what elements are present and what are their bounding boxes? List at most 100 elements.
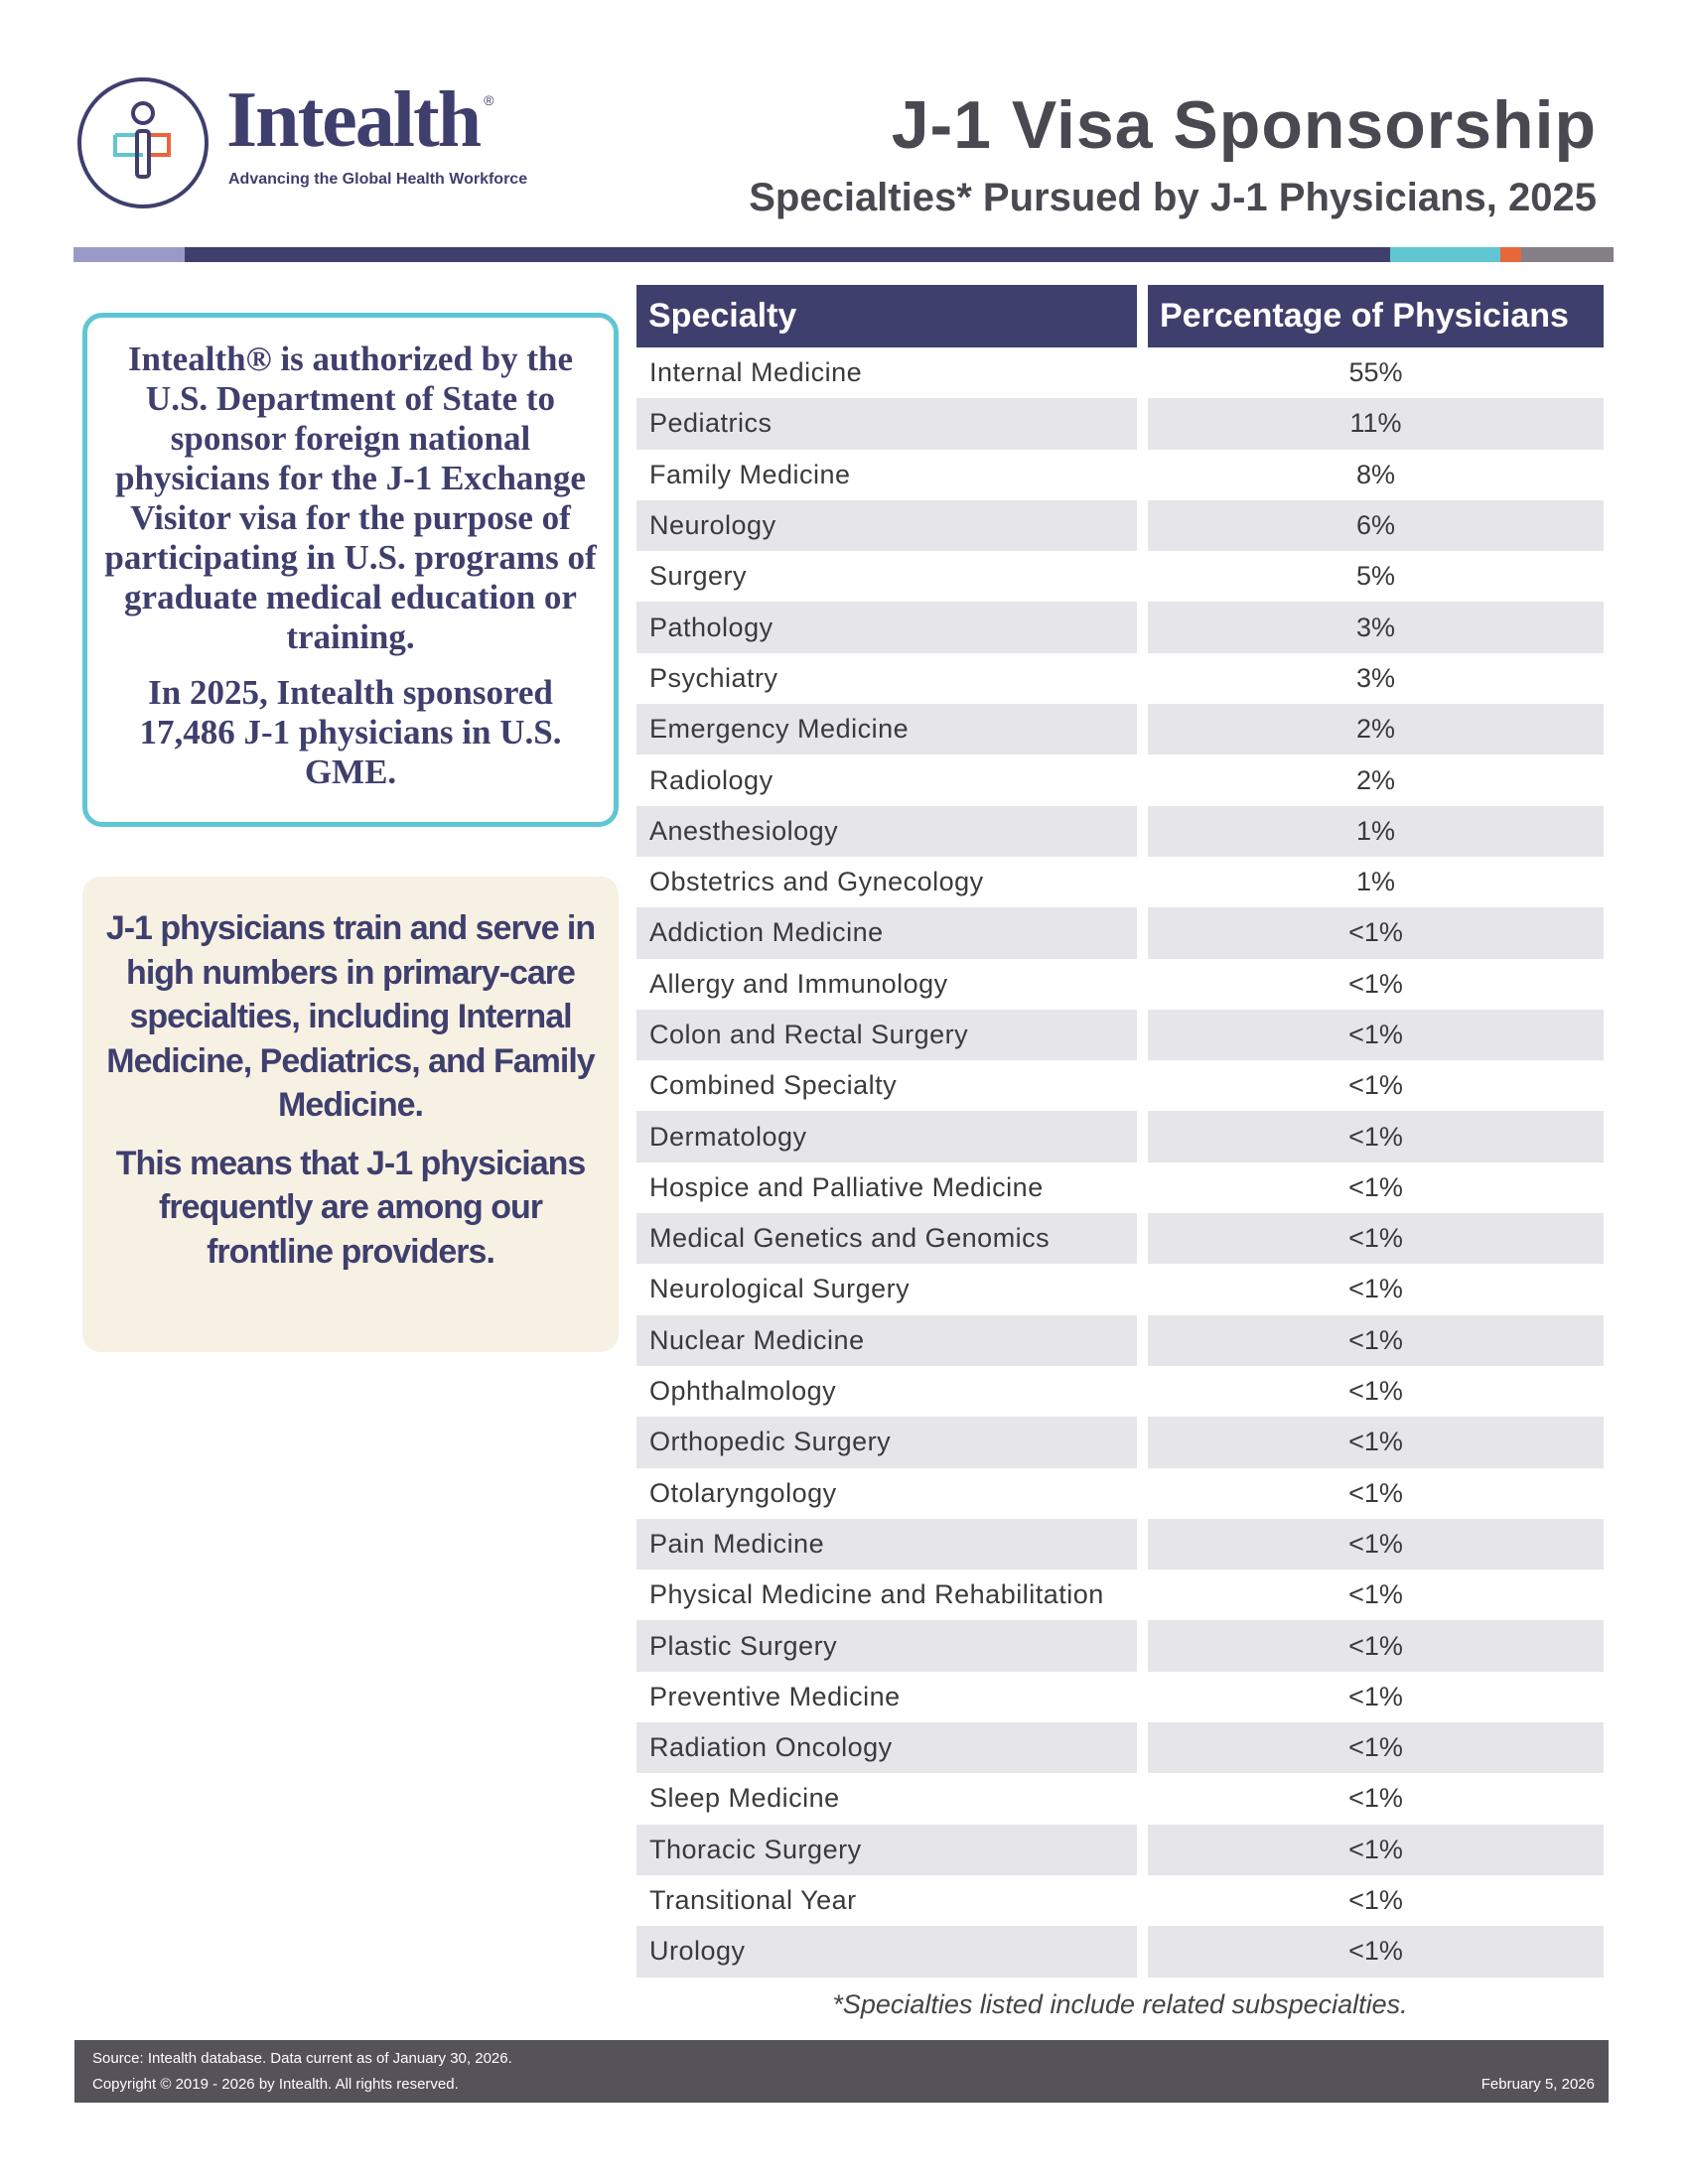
percentage-cell: <1% bbox=[1348, 1376, 1403, 1407]
percentage-cell: 11% bbox=[1148, 398, 1604, 450]
specialty-cell: Addiction Medicine bbox=[636, 907, 1137, 959]
specialty-cell: Allergy and Immunology bbox=[649, 968, 948, 999]
table-row: Otolaryngology <1% bbox=[636, 1468, 1604, 1519]
percentage-cell: <1% bbox=[1348, 1783, 1403, 1814]
table-row: Surgery 5% bbox=[636, 551, 1604, 602]
percentage-cell: 2% bbox=[1148, 704, 1604, 755]
table-row: Orthopedic Surgery <1% bbox=[636, 1417, 1604, 1468]
table-row: Combined Specialty <1% bbox=[636, 1060, 1604, 1111]
specialty-cell: Sleep Medicine bbox=[649, 1783, 840, 1814]
divider-bar-cyan bbox=[1390, 247, 1500, 262]
table-row: Addiction Medicine <1% bbox=[636, 907, 1604, 959]
table-row: Anesthesiology 1% bbox=[636, 805, 1604, 857]
percentage-cell: <1% bbox=[1348, 1477, 1403, 1508]
table-row: Radiology 2% bbox=[636, 754, 1604, 805]
percentage-cell: <1% bbox=[1148, 1314, 1604, 1366]
table-row: Family Medicine 8% bbox=[636, 450, 1604, 500]
footer: Source: Intealth database. Data current … bbox=[74, 2040, 1609, 2103]
specialty-cell: Urology bbox=[636, 1926, 1137, 1978]
info-paragraph: In 2025, Intealth sponsored 17,486 J-1 p… bbox=[139, 673, 562, 791]
page-subtitle: Specialties* Pursued by J-1 Physicians, … bbox=[749, 176, 1597, 219]
specialty-cell: Radiation Oncology bbox=[636, 1722, 1137, 1774]
specialty-cell: Family Medicine bbox=[649, 459, 851, 489]
percentage-cell: <1% bbox=[1148, 1009, 1604, 1061]
percentage-cell: 6% bbox=[1148, 499, 1604, 552]
percentage-cell: <1% bbox=[1148, 1417, 1604, 1468]
specialty-cell: Orthopedic Surgery bbox=[636, 1417, 1137, 1468]
percentage-cell: <1% bbox=[1148, 1213, 1604, 1265]
publish-date: February 5, 2026 bbox=[1480, 2076, 1595, 2093]
header-percentage: Percentage of Physicians bbox=[1148, 285, 1604, 347]
specialty-cell: Pain Medicine bbox=[636, 1518, 1137, 1570]
specialty-cell: Pathology bbox=[636, 602, 1137, 653]
specialty-cell: Combined Specialty bbox=[649, 1070, 898, 1101]
percentage-cell: <1% bbox=[1148, 1926, 1604, 1978]
divider-bar-orange bbox=[1500, 247, 1521, 262]
specialty-cell: Nuclear Medicine bbox=[636, 1314, 1137, 1366]
table-row: Neurological Surgery <1% bbox=[636, 1264, 1604, 1314]
specialty-cell: Medical Genetics and Genomics bbox=[636, 1213, 1137, 1265]
percentage-cell: <1% bbox=[1148, 1722, 1604, 1774]
table-row: Transitional Year <1% bbox=[636, 1875, 1604, 1926]
divider-bar-lavender bbox=[73, 247, 185, 262]
specialty-cell: Emergency Medicine bbox=[636, 704, 1137, 755]
highlight-paragraph: This means that J-1 physicians frequentl… bbox=[115, 1144, 587, 1271]
brand-name: Intealth bbox=[226, 76, 482, 164]
brand-tagline: Advancing the Global Health Workforce bbox=[228, 171, 528, 188]
percentage-cell: 55% bbox=[1348, 357, 1403, 388]
copyright-text: Copyright © 2019 - 2026 by Intealth. All… bbox=[92, 2076, 459, 2093]
specialty-cell: Dermatology bbox=[636, 1111, 1137, 1162]
percentage-cell: <1% bbox=[1148, 1111, 1604, 1162]
percentage-cell: <1% bbox=[1148, 907, 1604, 959]
percentage-cell: <1% bbox=[1348, 1579, 1403, 1610]
table-row: Plastic Surgery <1% bbox=[636, 1620, 1604, 1672]
table-row: Hospice and Palliative Medicine <1% bbox=[636, 1162, 1604, 1213]
specialty-cell: Psychiatry bbox=[649, 662, 778, 693]
specialty-table: Specialty Percentage of Physicians Inter… bbox=[636, 285, 1604, 1978]
percentage-cell: <1% bbox=[1348, 1070, 1403, 1101]
table-row: Pediatrics 11% bbox=[636, 398, 1604, 450]
specialty-cell: Transitional Year bbox=[649, 1885, 857, 1916]
specialty-cell: Neurology bbox=[636, 499, 1137, 552]
divider-bar-gray bbox=[1521, 247, 1614, 262]
table-row: Thoracic Surgery <1% bbox=[636, 1824, 1604, 1875]
table-row: Neurology 6% bbox=[636, 499, 1604, 552]
divider-bar-navy bbox=[185, 247, 1390, 262]
authorization-info-box: Intealth® is authorized by the U.S. Depa… bbox=[82, 313, 619, 827]
page-title: J-1 Visa Sponsorship bbox=[891, 87, 1597, 163]
percentage-cell: <1% bbox=[1148, 1824, 1604, 1875]
percentage-cell: 3% bbox=[1355, 662, 1396, 693]
registered-mark: ® bbox=[484, 92, 494, 108]
table-row: Dermatology <1% bbox=[636, 1111, 1604, 1162]
percentage-cell: 3% bbox=[1148, 602, 1604, 653]
table-row: Pain Medicine <1% bbox=[636, 1518, 1604, 1570]
table-row: Colon and Rectal Surgery <1% bbox=[636, 1009, 1604, 1061]
specialty-cell: Anesthesiology bbox=[636, 805, 1137, 857]
brand-wordmark: Intealth ® bbox=[226, 77, 493, 163]
percentage-cell: <1% bbox=[1348, 968, 1403, 999]
table-row: Radiation Oncology <1% bbox=[636, 1722, 1604, 1774]
percentage-cell: 1% bbox=[1355, 867, 1396, 897]
specialty-cell: Ophthalmology bbox=[649, 1376, 837, 1407]
table-row: Urology <1% bbox=[636, 1926, 1604, 1978]
table-row: Internal Medicine 55% bbox=[636, 347, 1604, 398]
percentage-cell: <1% bbox=[1348, 1885, 1403, 1916]
specialty-cell: Surgery bbox=[649, 561, 748, 592]
percentage-cell: 5% bbox=[1355, 561, 1396, 592]
specialty-cell: Internal Medicine bbox=[649, 357, 863, 388]
footnote: *Specialties listed include related subs… bbox=[832, 1989, 1408, 2019]
percentage-cell: <1% bbox=[1348, 1171, 1403, 1202]
primary-care-highlight-box: J-1 physicians train and serve in high n… bbox=[82, 877, 619, 1352]
table-row: Allergy and Immunology <1% bbox=[636, 959, 1604, 1010]
header-specialty: Specialty bbox=[636, 285, 1137, 347]
specialty-cell: Otolaryngology bbox=[649, 1477, 837, 1508]
table-row: Preventive Medicine <1% bbox=[636, 1672, 1604, 1722]
specialty-cell: Obstetrics and Gynecology bbox=[649, 867, 984, 897]
specialty-cell: Pediatrics bbox=[636, 398, 1137, 450]
specialty-cell: Preventive Medicine bbox=[649, 1681, 901, 1711]
table-row: Nuclear Medicine <1% bbox=[636, 1314, 1604, 1366]
specialty-cell: Hospice and Palliative Medicine bbox=[649, 1171, 1044, 1202]
percentage-cell: <1% bbox=[1348, 1681, 1403, 1711]
highlight-paragraph: J-1 physicians train and serve in high n… bbox=[105, 909, 596, 1124]
table-row: Physical Medicine and Rehabilitation <1% bbox=[636, 1570, 1604, 1620]
